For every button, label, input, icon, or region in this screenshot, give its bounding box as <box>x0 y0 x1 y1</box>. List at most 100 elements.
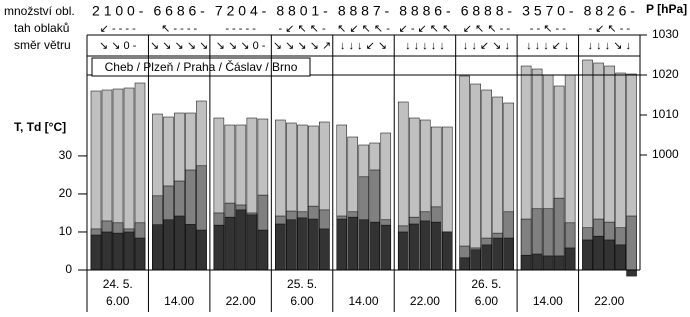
cloud-amount: 8 8 2 6 - <box>584 3 636 19</box>
wind-direction: ↓ ↓ ↓ ↘ ↓ <box>588 40 631 52</box>
bar <box>542 255 554 271</box>
wind-direction: ↓ ↓ ↙ ↘ ↓ <box>463 40 510 52</box>
x-tick-label: 22.00 <box>226 294 256 308</box>
bar <box>358 219 370 271</box>
date-label: 26. 5. <box>471 277 501 291</box>
bar <box>492 237 503 271</box>
x-tick-label: 22.00 <box>410 294 440 308</box>
bar <box>626 269 637 277</box>
wind-direction: ↘ ↘ ↘ ↘ ↘ <box>150 40 208 52</box>
bar <box>196 229 207 271</box>
bar <box>459 75 470 271</box>
bar <box>582 239 593 271</box>
bar <box>163 219 174 271</box>
bar <box>470 83 481 271</box>
wind-direction: ↘ ↘ 0 - <box>99 40 137 52</box>
y2-tick-label: 1010 <box>652 107 679 121</box>
cloud-amount: 6 6 8 6 - <box>153 3 205 19</box>
y2-tick-label: 1030 <box>652 27 679 41</box>
bar <box>152 224 163 271</box>
bar <box>419 220 431 271</box>
cloud-motion: ↙ - - - - <box>100 23 136 35</box>
date-label: 25. 5. <box>287 277 317 291</box>
bar <box>553 255 565 271</box>
y-tick-label: 30 <box>59 148 73 162</box>
bar <box>174 215 185 271</box>
bar <box>101 231 113 271</box>
bar <box>347 216 359 271</box>
cloud-motion: - ↙ ↖ - - <box>588 23 630 35</box>
bar <box>319 228 330 271</box>
cloud-amount: 8 8 0 1 - <box>276 3 328 19</box>
bar <box>286 219 297 271</box>
row-label: množství obl. <box>4 4 75 18</box>
bar <box>380 224 392 271</box>
x-tick-label: 6.00 <box>475 294 499 308</box>
bar <box>235 209 247 271</box>
cloud-motion: ↙ - ↙ ↖ ↖ <box>399 23 452 35</box>
y2-tick-label: 1000 <box>652 147 679 161</box>
bar <box>336 218 348 271</box>
bar <box>441 231 453 271</box>
bar <box>397 231 409 271</box>
bar <box>369 221 381 271</box>
wind-direction: ↘ ↘ ↘ ↘ ↗ <box>273 40 331 52</box>
bar <box>123 231 135 271</box>
cloud-amount: 6 8 8 8 - <box>461 3 513 19</box>
bar <box>459 257 470 271</box>
wind-direction: ↓ ↓ ↓ ↓ ↓ <box>405 40 445 52</box>
bar <box>470 249 481 271</box>
x-tick-label: 22.00 <box>594 294 624 308</box>
bar <box>503 237 514 271</box>
bar <box>246 214 258 271</box>
cloud-motion: ↙ ↖ ↖ - - <box>463 23 511 35</box>
cloud-amount: 3 5 7 0 - <box>522 3 574 19</box>
bar <box>615 244 626 271</box>
y2-tick-label: 1020 <box>652 67 679 81</box>
bar <box>531 253 543 271</box>
cloud-motion: - - ↖ - - <box>530 23 566 35</box>
cloud-amount: 8 8 8 6 - <box>399 3 451 19</box>
bar <box>430 221 442 271</box>
row-label: směr větru <box>14 38 71 52</box>
bar <box>520 254 532 271</box>
bar <box>626 215 637 271</box>
bar <box>408 223 420 271</box>
bar <box>224 216 236 271</box>
cloud-motion: ↖ ↙ ↖ ↖ - <box>337 23 390 35</box>
cloud-amount: 8 8 8 7 - <box>338 3 390 19</box>
wind-direction: ↓ ↓ ↓ ↙ ↘ <box>340 40 387 52</box>
row-label: tah oblaků <box>14 21 69 35</box>
stations: Cheb / Plzeň / Praha / Čáslav / Brno <box>105 59 298 74</box>
x-tick-label: 6.00 <box>106 294 130 308</box>
y-tick-label: 10 <box>59 224 73 238</box>
x-tick-label: 14.00 <box>164 294 194 308</box>
bar <box>90 234 102 271</box>
y-axis-title: T, Td [°C] <box>14 120 66 134</box>
cloud-amount: 7 2 0 4 - <box>215 3 267 19</box>
stations-box <box>91 57 311 77</box>
date-label: 24. 5. <box>103 277 133 291</box>
x-tick-label: 14.00 <box>533 294 563 308</box>
bar <box>257 229 269 271</box>
cloud-motion: ↖ - - - - <box>161 23 197 35</box>
cloud-motion: - ↙ ↖ ↖ - <box>278 23 326 35</box>
x-tick-label: 14.00 <box>348 294 378 308</box>
wind-direction: ↓ ↓ ↓ ↙ ↓ <box>526 40 569 52</box>
cloud-amount: 2 1 0 0 - <box>92 3 144 19</box>
y-tick-label: 0 <box>65 262 72 276</box>
bar <box>297 217 308 271</box>
y2-axis-title: P [hPa] <box>646 2 687 16</box>
bar <box>604 239 615 271</box>
cloud-motion: - - - - - <box>225 23 256 35</box>
bar <box>134 237 146 271</box>
wind-direction: ↘ ↘ ↘ 0 - <box>216 40 266 52</box>
bar <box>185 224 196 271</box>
bar <box>275 223 286 271</box>
x-tick-label: 6.00 <box>290 294 314 308</box>
bar <box>564 247 576 271</box>
y-tick-label: 20 <box>59 186 73 200</box>
bar <box>213 224 225 271</box>
bar <box>481 244 492 271</box>
